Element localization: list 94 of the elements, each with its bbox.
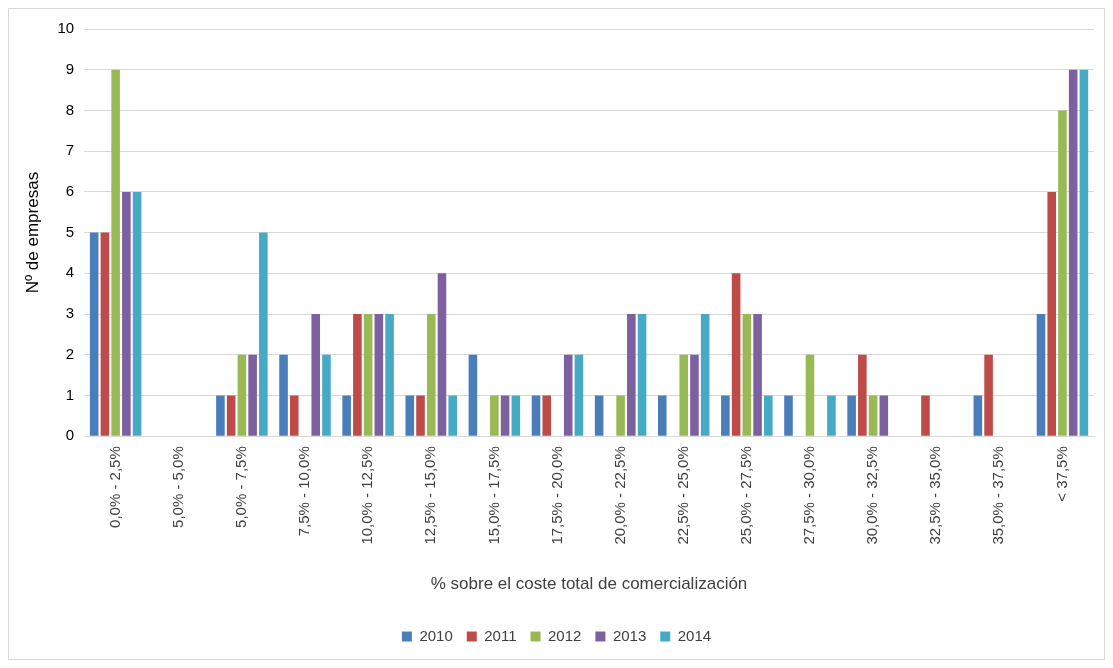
bar [531, 395, 541, 436]
bar [448, 395, 457, 436]
legend-label: 2010 [419, 626, 453, 644]
y-tick-label: 7 [65, 141, 75, 159]
bar [511, 395, 521, 436]
bar [416, 395, 425, 436]
bar [490, 395, 499, 436]
x-tick-label: < 37,5% [1052, 446, 1070, 502]
bar [637, 314, 647, 436]
bar [679, 354, 689, 436]
bar [805, 354, 815, 436]
bar [984, 354, 993, 436]
bar [226, 395, 236, 436]
y-tick-label: 9 [65, 59, 75, 77]
bar [542, 395, 552, 436]
bar [374, 314, 384, 436]
x-tick-label: 25,0% - 27,5% [736, 446, 754, 545]
bar [1079, 69, 1089, 436]
x-tick-label: 7,5% - 10,0% [295, 446, 313, 537]
legend-label: 2014 [677, 626, 712, 644]
bar [500, 395, 510, 436]
bar [868, 395, 878, 436]
bar [342, 395, 351, 436]
bar [279, 354, 288, 436]
bar [132, 191, 142, 436]
bar [1047, 191, 1056, 436]
y-tick-label: 4 [65, 263, 75, 281]
x-tick-label: 5,0% - 7,5% [232, 446, 250, 528]
bar [237, 354, 247, 436]
bar [122, 191, 131, 436]
legend-label: 2013 [612, 626, 647, 644]
x-tick-label: 27,5% - 30,0% [800, 446, 818, 545]
y-axis-title: Nº de empresas [22, 171, 42, 294]
bar [731, 273, 741, 436]
y-tick-label: 1 [65, 385, 75, 403]
bar [1058, 110, 1067, 436]
bar [248, 354, 257, 436]
x-tick-label: 20,0% - 22,5% [610, 446, 628, 545]
bar [594, 395, 604, 436]
x-tick-label: 17,5% - 20,0% [547, 446, 565, 545]
bar [1036, 314, 1046, 436]
x-tick-label: 35,0% - 37,5% [989, 446, 1007, 545]
bar [847, 395, 856, 436]
bar [616, 395, 625, 436]
bar [259, 232, 268, 436]
y-tick-label: 0 [65, 426, 75, 444]
x-tick-label: 10,0% - 12,5% [358, 446, 376, 545]
bar [721, 395, 730, 436]
y-tick-label: 8 [65, 100, 75, 118]
bar [858, 354, 867, 436]
bar [827, 395, 836, 436]
bar [437, 273, 447, 436]
x-tick-label: 15,0% - 17,5% [484, 446, 502, 545]
bar [1068, 69, 1078, 436]
x-axis-title: % sobre el coste total de comercialización [430, 574, 748, 594]
bar [973, 395, 983, 436]
x-tick-label: 0,0% - 2,5% [105, 446, 123, 528]
bar [100, 232, 110, 436]
bar [468, 354, 478, 436]
bar [289, 395, 299, 436]
x-tick-label: 32,5% - 35,0% [926, 446, 944, 545]
bar [921, 395, 930, 436]
bar [322, 354, 331, 436]
bar [764, 395, 773, 436]
bar [657, 395, 667, 436]
bar [426, 314, 436, 436]
x-tick-label: 30,0% - 32,5% [863, 446, 881, 545]
bar [690, 354, 699, 436]
bar [879, 395, 889, 436]
bar [574, 354, 584, 436]
bar [353, 314, 362, 436]
x-tick-label: 5,0% - 5,0% [168, 446, 186, 528]
y-tick-label: 5 [65, 222, 75, 240]
legend-label: 2012 [548, 626, 582, 644]
y-tick-label: 3 [65, 304, 75, 322]
bar [627, 314, 636, 436]
x-tick-label: 22,5% - 25,0% [673, 446, 691, 545]
bar [563, 354, 573, 436]
y-tick-label: 2 [65, 344, 75, 362]
bar [216, 395, 225, 436]
y-tick-label: 6 [65, 182, 75, 200]
bar [89, 232, 99, 436]
bar [111, 69, 120, 436]
y-tick-label: 10 [57, 19, 75, 37]
bar [405, 395, 415, 436]
bar [363, 314, 373, 436]
legend-label: 2011 [484, 626, 517, 644]
bar [385, 314, 394, 436]
bar [742, 314, 752, 436]
bar [311, 314, 321, 436]
x-tick-label: 12,5% - 15,0% [421, 446, 439, 545]
bar [753, 314, 762, 436]
bar [784, 395, 793, 436]
bar [700, 314, 710, 436]
